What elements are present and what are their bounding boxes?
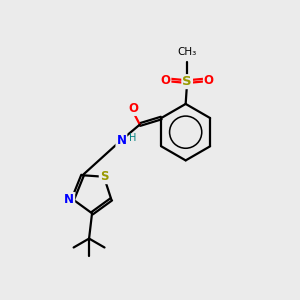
Text: S: S xyxy=(100,170,108,183)
Text: S: S xyxy=(182,75,192,88)
Text: N: N xyxy=(64,193,74,206)
Text: O: O xyxy=(128,102,138,115)
Text: H: H xyxy=(129,133,136,143)
Text: CH₃: CH₃ xyxy=(178,47,197,57)
Text: N: N xyxy=(116,134,126,146)
Text: O: O xyxy=(204,74,214,87)
Text: O: O xyxy=(160,74,170,87)
